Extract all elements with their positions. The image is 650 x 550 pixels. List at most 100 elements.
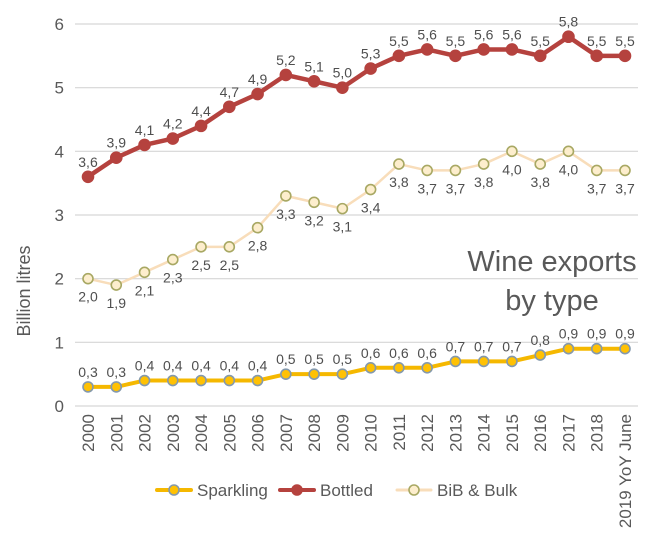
data-label: 0,5 [304, 351, 324, 367]
data-label: 3,7 [417, 180, 437, 196]
data-point-marker [308, 368, 320, 380]
x-tick-label: 2006 [249, 414, 268, 452]
data-point-marker [534, 158, 547, 170]
data-point-marker [618, 49, 632, 63]
data-point-marker [223, 100, 236, 114]
data-label: 0,4 [248, 358, 268, 374]
x-tick-label: 2008 [305, 414, 324, 452]
data-label: 0,4 [135, 358, 155, 374]
x-tick-label: 2003 [164, 414, 183, 452]
data-point-marker [166, 253, 179, 266]
data-point-marker [590, 342, 603, 355]
data-label: 2,5 [220, 257, 240, 273]
data-point-marker [280, 190, 292, 202]
data-label: 2,3 [163, 270, 183, 286]
data-point-marker [110, 279, 123, 291]
data-point-marker [81, 170, 95, 184]
legend-label: Bottled [320, 481, 373, 500]
data-point-marker [138, 374, 151, 387]
data-point-marker [562, 145, 575, 158]
data-point-marker [392, 49, 406, 63]
data-label: 3,7 [446, 180, 466, 196]
data-label: 3,9 [107, 135, 127, 151]
data-point-marker [562, 30, 575, 44]
data-point-marker [166, 374, 179, 387]
data-point-marker [82, 272, 94, 285]
data-label: 5,6 [417, 26, 437, 42]
data-point-marker [138, 138, 151, 152]
data-point-marker [336, 368, 349, 380]
data-label: 5,5 [615, 33, 635, 49]
data-label: 2,0 [78, 289, 98, 305]
data-point-marker [533, 49, 547, 63]
data-label: 5,6 [502, 26, 522, 42]
legend-marker-swatch [291, 484, 303, 496]
data-label: 0,4 [220, 358, 240, 374]
data-point-marker [109, 151, 123, 164]
data-label: 0,3 [107, 364, 127, 380]
y-tick-label: 2 [55, 270, 64, 289]
data-label: 5,0 [333, 65, 353, 81]
data-point-marker [251, 374, 264, 387]
y-tick-label: 4 [55, 142, 64, 161]
data-point-marker [449, 49, 462, 63]
data-point-marker [477, 158, 490, 170]
data-label: 2,1 [135, 282, 155, 298]
data-label: 3,1 [333, 219, 353, 235]
data-point-marker [477, 43, 490, 56]
data-point-marker [420, 43, 434, 56]
data-point-marker [307, 75, 321, 88]
data-point-marker [223, 374, 236, 387]
data-point-marker [195, 241, 207, 253]
x-tick-label: 2000 [79, 414, 98, 452]
data-label: 4,2 [163, 116, 183, 132]
data-label: 0,4 [163, 358, 183, 374]
data-label: 5,3 [361, 46, 381, 62]
data-label: 0,5 [333, 351, 353, 367]
data-label: 3,4 [361, 200, 381, 216]
x-tick-label: 2009 [333, 414, 352, 452]
data-point-marker [477, 355, 490, 368]
data-label: 0,7 [474, 338, 494, 354]
data-label: 0,7 [446, 338, 466, 354]
x-tick-label: 2016 [531, 414, 550, 452]
data-point-marker [506, 145, 518, 158]
data-label: 0,9 [615, 326, 635, 342]
x-tick-label: 2004 [192, 414, 211, 452]
data-point-marker [421, 164, 433, 177]
legend-item-bottled[interactable]: Bottled [278, 481, 373, 500]
data-point-marker [421, 361, 433, 374]
data-point-marker [308, 196, 320, 209]
chart-title-line-1: Wine exports [467, 246, 636, 278]
data-label: 0,6 [361, 345, 381, 361]
x-tick-label: 2012 [418, 414, 437, 452]
legend-item-sparkling[interactable]: Sparkling [155, 481, 268, 500]
data-label: 4,1 [135, 122, 155, 138]
data-label: 5,5 [530, 33, 550, 49]
data-label: 5,5 [587, 33, 607, 49]
data-point-marker [138, 266, 151, 279]
legend-marker-swatch [408, 484, 420, 496]
data-point-marker [251, 221, 264, 234]
data-point-marker [195, 374, 207, 387]
data-label: 0,6 [389, 345, 409, 361]
x-tick-label: 2005 [220, 414, 239, 452]
data-point-marker [562, 342, 575, 355]
data-label: 0,5 [276, 351, 296, 367]
x-tick-label: 2011 [390, 414, 409, 451]
data-label: 0,9 [587, 326, 607, 342]
data-label: 4,7 [220, 84, 240, 100]
data-point-marker [449, 355, 462, 368]
data-point-marker [393, 361, 405, 374]
y-tick-label: 3 [55, 206, 64, 225]
data-point-marker [506, 355, 518, 368]
x-tick-label: 2002 [136, 414, 155, 452]
data-point-marker [364, 62, 377, 75]
x-tick-label: 2007 [277, 414, 296, 452]
data-label: 4,0 [559, 161, 579, 177]
data-label: 5,6 [474, 26, 494, 42]
data-label: 1,9 [107, 295, 127, 311]
data-label: 0,8 [530, 332, 550, 348]
legend-item-bib-bulk[interactable]: BiB & Bulk [395, 481, 518, 500]
